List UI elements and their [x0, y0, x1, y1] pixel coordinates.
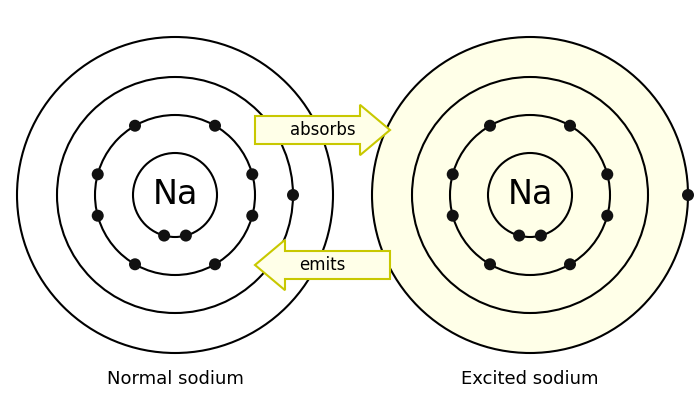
- Circle shape: [447, 168, 459, 180]
- Circle shape: [95, 115, 255, 275]
- Circle shape: [372, 37, 688, 353]
- Circle shape: [484, 258, 496, 270]
- Circle shape: [447, 210, 459, 222]
- Circle shape: [484, 120, 496, 132]
- Circle shape: [682, 189, 694, 201]
- Circle shape: [92, 168, 104, 180]
- Text: Na: Na: [508, 178, 553, 211]
- FancyArrow shape: [255, 105, 390, 155]
- Circle shape: [488, 153, 572, 237]
- Circle shape: [601, 168, 613, 180]
- Circle shape: [287, 189, 299, 201]
- Circle shape: [129, 120, 141, 132]
- Circle shape: [513, 229, 525, 242]
- Circle shape: [209, 258, 221, 270]
- Circle shape: [129, 258, 141, 270]
- Text: Excited sodium: Excited sodium: [461, 370, 598, 388]
- Circle shape: [209, 120, 221, 132]
- Circle shape: [450, 115, 610, 275]
- Circle shape: [564, 120, 576, 132]
- Text: absorbs: absorbs: [290, 121, 356, 139]
- Circle shape: [412, 77, 648, 313]
- Circle shape: [601, 210, 613, 222]
- Text: emits: emits: [300, 256, 346, 274]
- Text: Na: Na: [153, 178, 197, 211]
- Text: Normal sodium: Normal sodium: [106, 370, 244, 388]
- Circle shape: [133, 153, 217, 237]
- Circle shape: [564, 258, 576, 270]
- Circle shape: [246, 168, 258, 180]
- Circle shape: [57, 77, 293, 313]
- Circle shape: [246, 210, 258, 222]
- Circle shape: [17, 37, 333, 353]
- Circle shape: [180, 229, 192, 242]
- Circle shape: [158, 229, 170, 242]
- FancyArrow shape: [255, 240, 390, 290]
- Circle shape: [535, 229, 547, 242]
- Circle shape: [92, 210, 104, 222]
